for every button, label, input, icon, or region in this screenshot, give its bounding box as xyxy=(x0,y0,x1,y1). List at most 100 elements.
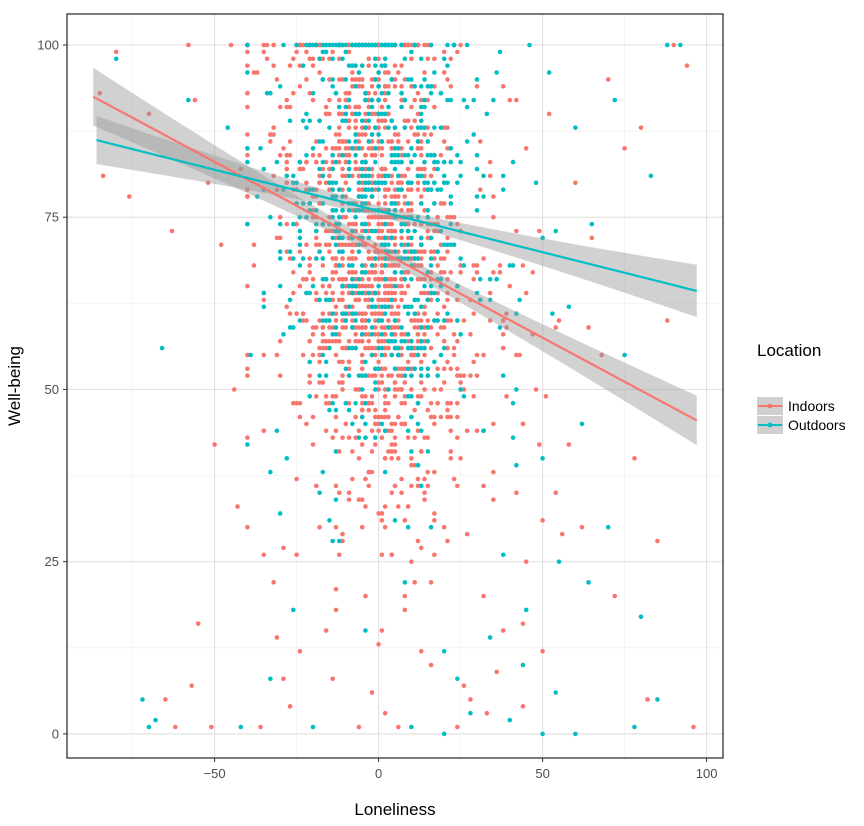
data-point xyxy=(418,545,424,551)
data-point xyxy=(409,125,414,130)
data-point xyxy=(343,242,349,248)
data-point xyxy=(438,90,444,96)
data-point xyxy=(474,208,480,213)
data-point xyxy=(399,221,404,227)
data-point xyxy=(559,531,565,537)
data-point xyxy=(422,311,427,316)
data-point xyxy=(310,90,316,96)
data-point xyxy=(382,180,388,186)
data-point xyxy=(336,552,342,558)
data-point xyxy=(353,256,358,261)
data-point xyxy=(330,270,335,275)
data-point xyxy=(333,180,339,186)
data-point xyxy=(445,125,450,130)
data-point xyxy=(320,173,326,179)
data-point xyxy=(438,256,444,261)
data-point xyxy=(395,201,401,206)
data-point xyxy=(376,214,381,220)
data-point xyxy=(432,290,437,296)
data-point xyxy=(373,407,378,413)
data-point xyxy=(304,242,309,248)
data-point xyxy=(537,442,542,447)
data-point xyxy=(379,511,385,516)
data-point xyxy=(336,276,342,282)
data-point xyxy=(264,56,270,62)
data-point xyxy=(346,90,352,96)
data-point xyxy=(336,380,342,385)
trend-line-indoors xyxy=(92,95,698,422)
data-point xyxy=(379,228,385,234)
data-point xyxy=(438,414,444,420)
data-point xyxy=(392,84,398,89)
data-point xyxy=(537,228,542,234)
data-point xyxy=(353,242,358,248)
data-point xyxy=(379,221,385,227)
data-point xyxy=(395,352,401,358)
data-point xyxy=(323,159,329,165)
data-point xyxy=(287,311,293,316)
data-point xyxy=(317,152,322,158)
data-point xyxy=(458,42,463,48)
data-point xyxy=(418,366,424,372)
data-point xyxy=(373,242,378,248)
data-point xyxy=(389,290,395,296)
data-point xyxy=(415,476,421,482)
data-point xyxy=(441,270,447,275)
data-point xyxy=(428,187,434,192)
data-point xyxy=(379,311,385,316)
data-point xyxy=(409,456,414,461)
data-point xyxy=(415,538,421,544)
data-point xyxy=(245,194,250,199)
data-point xyxy=(340,256,345,261)
data-point xyxy=(500,552,506,558)
data-point xyxy=(395,414,401,420)
data-point xyxy=(333,338,339,344)
data-point xyxy=(402,194,408,199)
data-point xyxy=(392,125,398,130)
data-point xyxy=(363,42,368,48)
data-point xyxy=(209,724,214,730)
data-point xyxy=(461,683,467,688)
data-point xyxy=(405,304,411,310)
data-point xyxy=(327,187,332,192)
data-point xyxy=(395,283,401,289)
data-point xyxy=(455,483,460,489)
data-point xyxy=(320,201,326,206)
data-point xyxy=(487,276,493,282)
data-point xyxy=(530,270,536,275)
data-point xyxy=(369,345,375,351)
data-point xyxy=(369,194,375,199)
data-point xyxy=(415,125,421,130)
data-point xyxy=(428,414,434,420)
data-point xyxy=(379,304,385,310)
data-point xyxy=(382,283,388,289)
data-point xyxy=(425,338,431,344)
data-point xyxy=(428,263,434,268)
data-point xyxy=(369,690,375,695)
data-point xyxy=(386,221,391,227)
data-point xyxy=(317,359,322,365)
data-point xyxy=(353,111,358,117)
data-point xyxy=(523,290,529,296)
data-point xyxy=(386,449,391,454)
data-point xyxy=(533,387,539,392)
legend-label-outdoors: Outdoors xyxy=(788,417,846,433)
data-point xyxy=(448,270,454,275)
data-point xyxy=(418,648,424,654)
data-point xyxy=(376,56,381,62)
data-point xyxy=(510,400,516,406)
data-point xyxy=(382,428,388,434)
data-point xyxy=(307,187,313,192)
data-point xyxy=(399,173,404,179)
data-point xyxy=(274,352,280,358)
data-point xyxy=(382,63,388,68)
data-point xyxy=(245,221,250,227)
data-point xyxy=(333,194,339,199)
data-point xyxy=(363,187,368,192)
data-point xyxy=(327,242,332,248)
data-point xyxy=(455,297,460,303)
data-point xyxy=(379,352,385,358)
data-point xyxy=(366,345,372,351)
data-point xyxy=(330,194,335,199)
data-point xyxy=(455,180,460,186)
